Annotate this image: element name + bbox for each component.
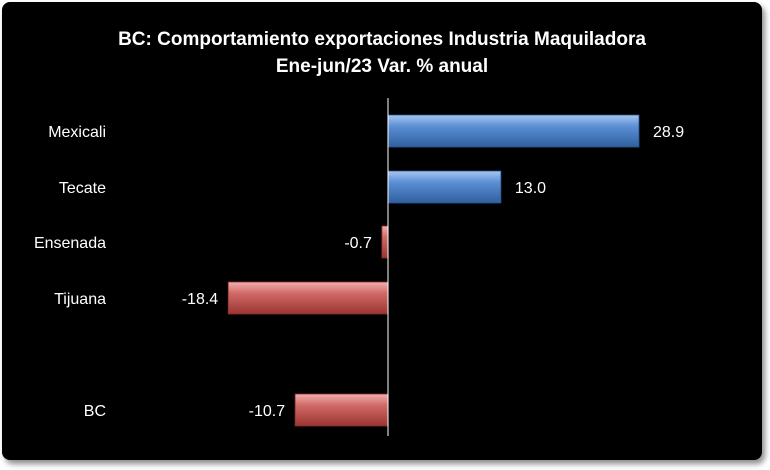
chart-frame: BC: Comportamiento exportaciones Industr… [2,2,762,460]
category-label-bc: BC [84,403,106,420]
value-label-tecate: 13.0 [515,180,546,197]
category-label-tijuana: Tijuana [54,291,106,308]
bar-mexicali [387,114,640,148]
value-label-mexicali: 28.9 [653,124,684,141]
value-label-tijuana: -18.4 [182,291,219,308]
value-label-ensenada: -0.7 [344,235,372,252]
bar-bc [294,393,389,427]
category-label-tecate: Tecate [59,180,106,197]
bar-tijuana [227,281,389,315]
value-label-bc: -10.7 [249,403,286,420]
bar-chart: Mexicali 28.9 Tecate 13.0 Ensenada -0.7 Tijuan… [34,98,684,436]
chart-title-line1: BC: Comportamiento exportaciones Industr… [118,29,646,50]
bar-tecate [387,170,502,204]
category-label-mexicali: Mexicali [48,124,106,141]
bar-ensenada [381,225,389,259]
chart-subtitle: Ene-jun/23 Var. % anual [275,56,489,77]
chart-title: BC: Comportamiento exportaciones Industr… [2,26,762,80]
category-label-ensenada: Ensenada [34,235,106,252]
bars-group: Mexicali 28.9 Tecate 13.0 Ensenada -0.7 Tijuan… [34,114,684,427]
